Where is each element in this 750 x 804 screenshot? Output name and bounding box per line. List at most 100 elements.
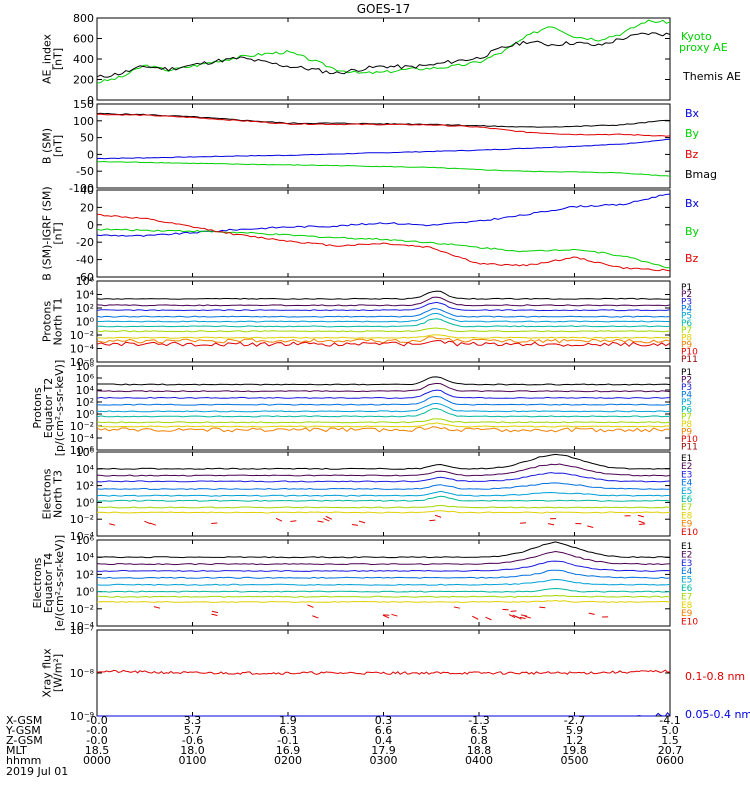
channel-fragment: [454, 607, 460, 608]
channel-fragment: [485, 617, 491, 620]
y-tick-label: 800: [73, 12, 94, 25]
channel-fragment: [154, 607, 160, 609]
legend-e10: E10: [681, 618, 698, 628]
y-tick-label: 20: [80, 201, 94, 214]
channel-fragment: [290, 521, 296, 522]
channel-line-1: [97, 291, 670, 299]
channel-fragment: [587, 526, 593, 528]
channel-line-3: [97, 302, 670, 310]
channel-line-3: [97, 561, 670, 571]
channel-line-5: [97, 313, 670, 322]
legend-bx: Bx: [685, 107, 700, 120]
channel-fragment: [109, 524, 115, 525]
channel-line-7: [97, 328, 670, 332]
y-axis-label: [e/(cm²-s-sr-keV)]: [53, 535, 66, 631]
channel-fragment: [326, 516, 332, 519]
y-tick-label: 150: [73, 98, 94, 111]
y-tick-label: 10⁻⁴: [70, 343, 95, 356]
plot-title: GOES-17: [357, 2, 411, 16]
channel-line-7: [97, 506, 670, 508]
channel-line-5: [97, 491, 670, 496]
y-tick-label: -40: [76, 254, 94, 267]
row-value: 0500: [561, 754, 589, 767]
series-line-kyoto-ae: [97, 20, 670, 83]
channel-fragment: [359, 521, 365, 523]
channel-fragment: [352, 525, 358, 526]
legend-xray-long: 0.1-0.8 nm: [685, 670, 745, 683]
channel-fragment: [521, 615, 527, 616]
channel-fragment: [211, 614, 217, 615]
y-tick-label: 50: [80, 132, 94, 145]
legend-proxy-ae: proxy AE: [679, 41, 728, 54]
y-axis-label: [p/(cm²-s-sr-keV)]: [53, 360, 66, 457]
panel-frame: [97, 540, 670, 626]
channel-fragment: [307, 605, 313, 608]
channel-line-6: [97, 589, 670, 593]
legend-p11: P11: [681, 355, 698, 365]
channel-fragment: [212, 611, 218, 612]
y-tick-label: 10⁰: [76, 496, 95, 509]
series-line-bz: [97, 114, 670, 136]
channel-fragment: [435, 515, 441, 517]
legend-xray-short: 0.05-0.4 nm: [685, 708, 750, 721]
channel-fragment: [638, 521, 644, 523]
channel-fragment: [638, 515, 644, 517]
channel-fragment: [317, 521, 323, 522]
channel-line-5: [97, 580, 670, 586]
channel-fragment: [520, 523, 526, 524]
channel-fragment: [539, 607, 545, 608]
series-line-dbx: [97, 194, 670, 236]
channel-fragment: [510, 611, 516, 612]
legend-by: By: [685, 127, 700, 140]
channel-fragment: [525, 616, 531, 618]
y-tick-label: 600: [73, 33, 94, 46]
y-tick-label: 10⁴: [76, 551, 95, 564]
y-axis-label: North T1: [52, 298, 65, 346]
series-line-dbz: [97, 214, 670, 271]
channel-line-8: [97, 601, 670, 603]
date-label: 2019 Jul 01: [6, 765, 68, 778]
channel-line-9: [97, 427, 670, 432]
y-tick-label: -20: [76, 236, 94, 249]
y-tick-label: 10⁴: [76, 463, 95, 476]
y-tick-label: 400: [73, 53, 94, 66]
channel-line-3: [97, 473, 670, 482]
channel-line-6: [97, 496, 670, 501]
y-axis-label: [nT]: [52, 135, 65, 157]
legend-by: By: [685, 225, 700, 238]
y-tick-label: 10⁶: [76, 446, 95, 459]
y-tick-label: 0: [87, 148, 94, 161]
channel-line-8: [97, 335, 670, 338]
channel-line-4: [97, 483, 670, 490]
channel-line-1: [97, 542, 670, 558]
y-tick-label: 10²: [76, 302, 94, 315]
row-value: 0300: [370, 754, 398, 767]
legend-bz: Bz: [685, 148, 699, 161]
y-tick-label: 10⁻²: [70, 329, 94, 342]
y-tick-label: 10²: [76, 480, 94, 493]
series-line-dby: [97, 229, 670, 268]
y-tick-label: -50: [76, 165, 94, 178]
legend-bz: Bz: [685, 252, 699, 265]
channel-line-1: [97, 454, 670, 469]
channel-fragment: [276, 518, 282, 521]
series-line-by: [97, 162, 670, 177]
channel-line-6: [97, 319, 670, 327]
y-tick-label: 200: [73, 74, 94, 87]
channel-fragment: [589, 613, 595, 614]
series-line-xray-long: [97, 670, 670, 674]
series-line-themis-ae: [97, 33, 670, 77]
y-tick-label: 10⁻²: [70, 603, 94, 616]
legend-bx: Bx: [685, 197, 700, 210]
channel-line-2: [97, 464, 670, 476]
y-tick-label: 100: [73, 115, 94, 128]
y-axis-label: [W/m²]: [52, 654, 65, 692]
channel-line-7: [97, 419, 670, 423]
y-tick-label: 10⁻⁸: [70, 667, 95, 680]
legend-e10: E10: [681, 528, 698, 538]
y-tick-label: 10⁶: [76, 275, 95, 288]
channel-fragment: [472, 616, 478, 619]
y-axis-label: [nT]: [52, 222, 65, 244]
